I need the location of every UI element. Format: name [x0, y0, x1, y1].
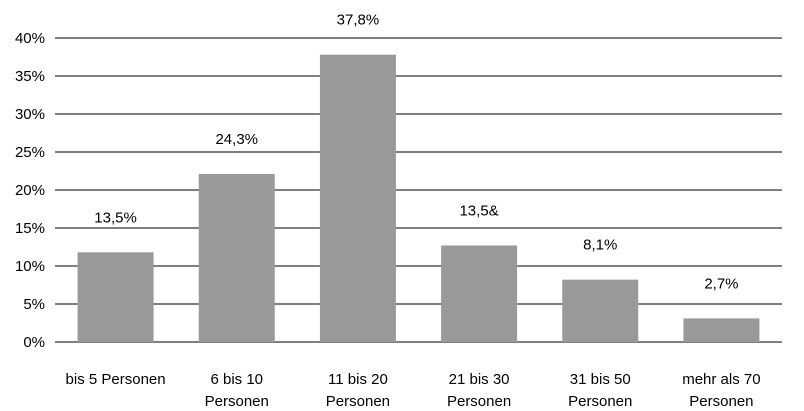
- y-tick-label: 25%: [15, 144, 45, 161]
- data-label: 24,3%: [215, 131, 258, 148]
- y-tick-label: 10%: [15, 258, 45, 275]
- y-tick-label: 0%: [23, 334, 45, 351]
- bar: [319, 54, 396, 342]
- data-label: 2,7%: [704, 275, 738, 292]
- x-category-label: bis 5 Personen: [66, 371, 166, 388]
- data-label: 13,5%: [94, 209, 137, 226]
- y-tick-label: 35%: [15, 68, 45, 85]
- bar: [562, 279, 639, 342]
- y-tick-label: 40%: [15, 30, 45, 47]
- y-tick-label: 20%: [15, 182, 45, 199]
- bar: [198, 174, 275, 342]
- bars: [77, 54, 760, 342]
- y-tick-label: 15%: [15, 220, 45, 237]
- y-tick-label: 5%: [23, 296, 45, 313]
- bar: [77, 252, 154, 342]
- x-category-label: mehr als 70 Personen: [682, 371, 760, 410]
- data-label: 37,8%: [337, 12, 380, 29]
- data-labels: 13,5% 24,3% 37,8% 13,5&8,1% 2,7%: [94, 12, 738, 293]
- gridlines: [55, 37, 782, 343]
- x-category-label: 21 bis 30 Personen: [447, 371, 511, 410]
- x-category-label: 6 bis 10 Personen: [205, 371, 269, 410]
- bar: [441, 245, 518, 342]
- x-category-label: 11 bis 20 Personen: [326, 371, 390, 410]
- data-label: 13,5&: [459, 202, 498, 219]
- bar: [683, 318, 760, 342]
- x-category-label: 31 bis 50 Personen: [568, 371, 632, 410]
- x-axis-category-labels: bis 5 Personen 6 bis 10 Personen 11 bis 20 P…: [66, 371, 761, 410]
- y-axis-ticks: 0% 5% 10% 15% 20% 25% 30% 35% 40%: [15, 30, 45, 351]
- y-tick-label: 30%: [15, 106, 45, 123]
- data-label: 8,1%: [583, 237, 617, 254]
